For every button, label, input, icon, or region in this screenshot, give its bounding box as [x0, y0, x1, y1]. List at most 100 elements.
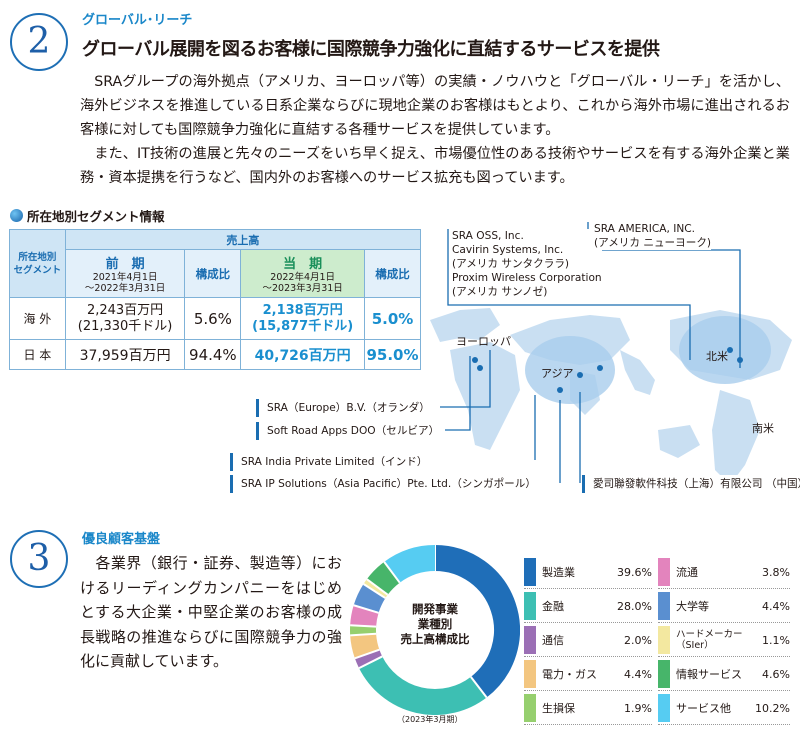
legend-label: 大学等 [676, 599, 709, 613]
donut-slice-separator [354, 648, 380, 660]
legend-swatch [524, 558, 536, 586]
chart-note: （2023年3月期） [397, 715, 463, 724]
prev-ratio-header: 構成比 [184, 249, 242, 298]
row-curr-ratio: 5.0% [363, 297, 422, 340]
prev-period-header: 前 期 2021年4月1日 ～2022年3月31日 [64, 249, 186, 298]
legend-item: ハードメーカー （SIer） 1.1% [658, 624, 790, 657]
segment-heading-text: 所在地別セグメント情報 [27, 209, 165, 224]
legend-value: 3.8% [762, 565, 790, 579]
legend-item: 製造業 39.6% [524, 556, 652, 589]
segment-table: 所在地別 セグメント 売上高 前 期 2021年4月1日 ～2022年3月31日… [9, 229, 422, 370]
section2-paragraph-1: SRAグループの海外拠点（アメリカ、ヨーロッパ等）の実績・ノウハウと「グローバル… [80, 74, 790, 138]
legend-value: 1.9% [624, 701, 652, 715]
region-label-south-america: 南米 [752, 422, 774, 435]
section-number-2: 2 [10, 13, 68, 71]
legend-label: 金融 [542, 599, 564, 613]
donut-slice-separator [383, 561, 401, 584]
office-label-china: 愛司聯發軟件科技（上海）有限公司 （中国） [582, 475, 800, 493]
sales-header-cell: 売上高 [64, 229, 422, 250]
section2-title: グローバル展開を図るお客様に国際競争力強化に直結するサービスを提供 [82, 39, 660, 60]
office-label-europe: SRA（Europe）B.V.（オランダ） [256, 399, 436, 417]
office-callout-new-york: SRA AMERICA, INC. (アメリカ ニューヨーク) [594, 222, 712, 250]
row-prev-value: 37,959百万円 [64, 339, 186, 370]
section-number-3: 3 [10, 530, 68, 588]
legend-value: 4.6% [762, 667, 790, 681]
legend-item: サービス他 10.2% [658, 692, 790, 725]
donut-center-title: 開発事業 業種別 売上高構成比 [400, 602, 470, 646]
north-america-highlight [679, 316, 771, 384]
office-label-india: SRA India Private Limited（インド） [230, 453, 434, 471]
office-label-serbia: Soft Road Apps DOO（セルビア） [256, 422, 446, 440]
row-region: 日 本 [9, 339, 66, 370]
row-prev-ratio: 94.4% [184, 339, 242, 370]
legend-label: 電力・ガス [542, 667, 597, 681]
legend-swatch [658, 558, 670, 586]
world-map [430, 308, 792, 485]
legend-label: 生損保 [542, 701, 575, 715]
section2-paragraph-2: また、IT技術の進展と先々のニーズをいち早く捉え、市場優位性のある技術やサービス… [80, 146, 790, 186]
donut-slice-5 [350, 605, 379, 628]
donut-slice-separator [353, 604, 379, 614]
donut-slice-8 [366, 561, 401, 596]
segment-heading: 所在地別セグメント情報 [10, 206, 165, 225]
prev-period-range: 2021年4月1日 ～2022年3月31日 [84, 272, 166, 294]
office-label-singapore: SRA IP Solutions（Asia Pacific）Pte. Ltd.（… [230, 475, 542, 493]
legend-value: 4.4% [762, 599, 790, 613]
legend-item: 電力・ガス 4.4% [524, 658, 652, 691]
section2-eyebrow: グローバル･リーチ [82, 13, 193, 28]
donut-slice-6 [353, 584, 386, 614]
legend-item: 金融 28.0% [524, 590, 652, 623]
legend-value: 39.6% [617, 565, 652, 579]
donut-slice-separator [358, 655, 383, 670]
legend-value: 28.0% [617, 599, 652, 613]
donut-slice-3 [350, 633, 380, 659]
legend-item: 大学等 4.4% [658, 590, 790, 623]
curr-ratio-header: 構成比 [363, 249, 422, 298]
legend-value: 4.4% [624, 667, 652, 681]
region-label-europe: ヨーロッパ [456, 335, 511, 348]
curr-label: 当 期 [283, 257, 323, 272]
legend-item: 情報サービス 4.6% [658, 658, 790, 691]
section3-eyebrow: 優良顧客基盤 [82, 532, 161, 547]
legend-item: 流通 3.8% [658, 556, 790, 589]
legend-swatch [524, 626, 536, 654]
legend-value: 10.2% [755, 701, 790, 715]
donut-slice-separator [470, 676, 488, 699]
donut-slices [350, 545, 520, 715]
donut-slice-9 [384, 545, 436, 584]
prev-label: 前 期 [105, 257, 145, 272]
legend-label: 流通 [676, 565, 698, 579]
industry-donut-chart [350, 545, 520, 715]
legend-label: 通信 [542, 633, 564, 647]
asia-highlight [525, 336, 615, 404]
region-label-north-america: 北米 [706, 350, 728, 363]
legend-label: サービス他 [676, 701, 731, 715]
legend-label: 情報サービス [676, 667, 742, 681]
office-callout-santa-clara: SRA OSS, Inc. Cavirin Systems, Inc. (アメリ… [452, 229, 602, 299]
donut-slice-separator [366, 578, 389, 596]
legend-swatch [524, 592, 536, 620]
legend-swatch [658, 592, 670, 620]
legend-swatch [524, 694, 536, 722]
donut-slice-1 [359, 655, 487, 715]
donut-slice-separator [350, 624, 377, 628]
donut-slice-2 [354, 649, 383, 669]
legend-swatch [658, 626, 670, 654]
legend-item: 生損保 1.9% [524, 692, 652, 725]
donut-slice-separator [362, 583, 386, 599]
legend-item: 通信 2.0% [524, 624, 652, 657]
legend-value: 1.1% [762, 633, 790, 647]
legend-label: 製造業 [542, 565, 575, 579]
row-curr-ratio: 95.0% [363, 339, 422, 370]
region-label-asia: アジア [541, 367, 574, 380]
legend-swatch [658, 660, 670, 688]
legend-swatch [524, 660, 536, 688]
curr-period-header: 当 期 2022年4月1日 ～2023年3月31日 [240, 249, 365, 298]
donut-slice-0 [434, 545, 520, 698]
row-curr-value: 40,726百万円 [240, 339, 365, 370]
row-curr-value: 2,138百万円 (15,877千ドル) [240, 297, 365, 340]
row-prev-value: 2,243百万円 (21,330千ドル) [64, 297, 186, 340]
legend-swatch [658, 694, 670, 722]
globe-bullet-icon [10, 209, 23, 222]
legend-label: ハードメーカー （SIer） [676, 629, 743, 651]
